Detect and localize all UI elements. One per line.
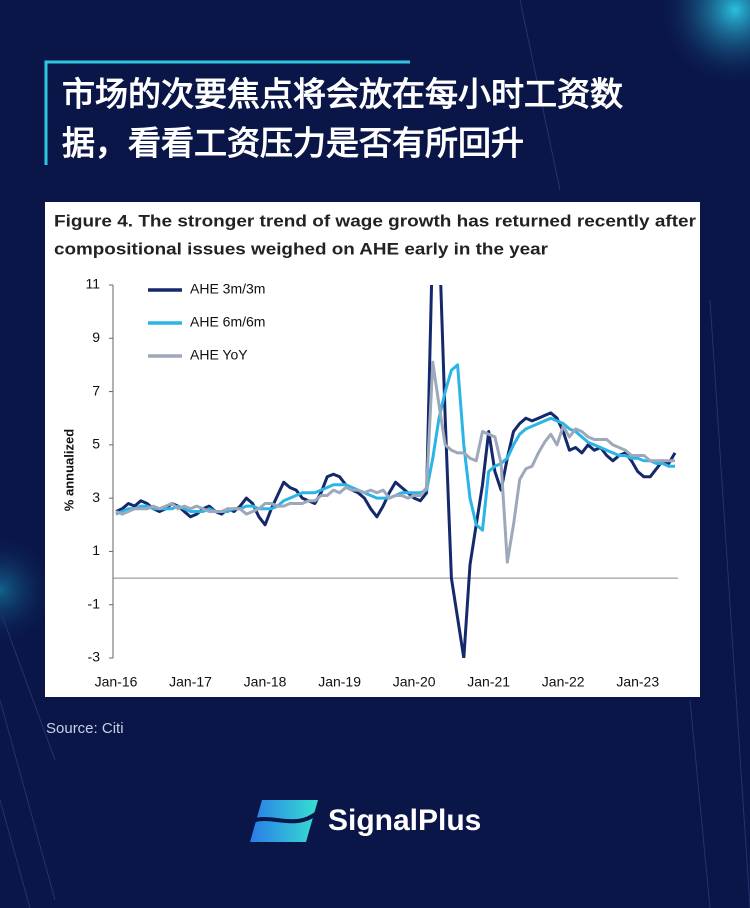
y-tick-label: 7: [92, 382, 100, 398]
y-tick-label: 3: [92, 489, 100, 505]
y-tick-label: -3: [88, 649, 101, 665]
y-tick-label: 11: [85, 276, 100, 292]
source: Source: Citi: [46, 720, 124, 737]
legend-label: AHE YoY: [190, 347, 248, 363]
x-tick-label: Jan-23: [616, 674, 659, 690]
glow: [0, 530, 60, 650]
x-tick-label: Jan-20: [393, 674, 436, 690]
y-tick-label: 9: [92, 329, 100, 345]
x-tick-label: Jan-22: [542, 674, 585, 690]
series-line: [115, 360, 675, 564]
legend-label: AHE 6m/6m: [190, 314, 265, 330]
y-tick-label: 5: [92, 436, 100, 452]
x-tick-label: Jan-18: [244, 674, 287, 690]
plot-lines: [115, 285, 677, 658]
x-tick-label: Jan-17: [169, 674, 212, 690]
y-tick-label: 1: [92, 542, 100, 558]
chart-title: compositional issues weighed on AHE earl…: [54, 240, 549, 258]
legend-label: AHE 3m/3m: [190, 281, 265, 297]
heading: 市场的次要焦点将会放在每小时工资数: [62, 76, 624, 113]
heading: 据，看看工资压力是否有所回升: [62, 125, 524, 162]
brand: SignalPlus: [328, 804, 481, 837]
chart-title: Figure 4. The stronger trend of wage gro…: [54, 212, 697, 230]
y-tick-label: -1: [88, 595, 101, 611]
x-tick-label: Jan-21: [467, 674, 510, 690]
series-line: [115, 285, 677, 658]
x-tick-label: Jan-16: [95, 674, 138, 690]
x-tick-label: Jan-19: [318, 674, 361, 690]
glow: [655, 0, 750, 90]
logo: [249, 810, 320, 824]
chart-panel: [45, 202, 700, 697]
heading-frame: [44, 60, 410, 165]
y-axis-label: % annualized: [61, 429, 76, 511]
